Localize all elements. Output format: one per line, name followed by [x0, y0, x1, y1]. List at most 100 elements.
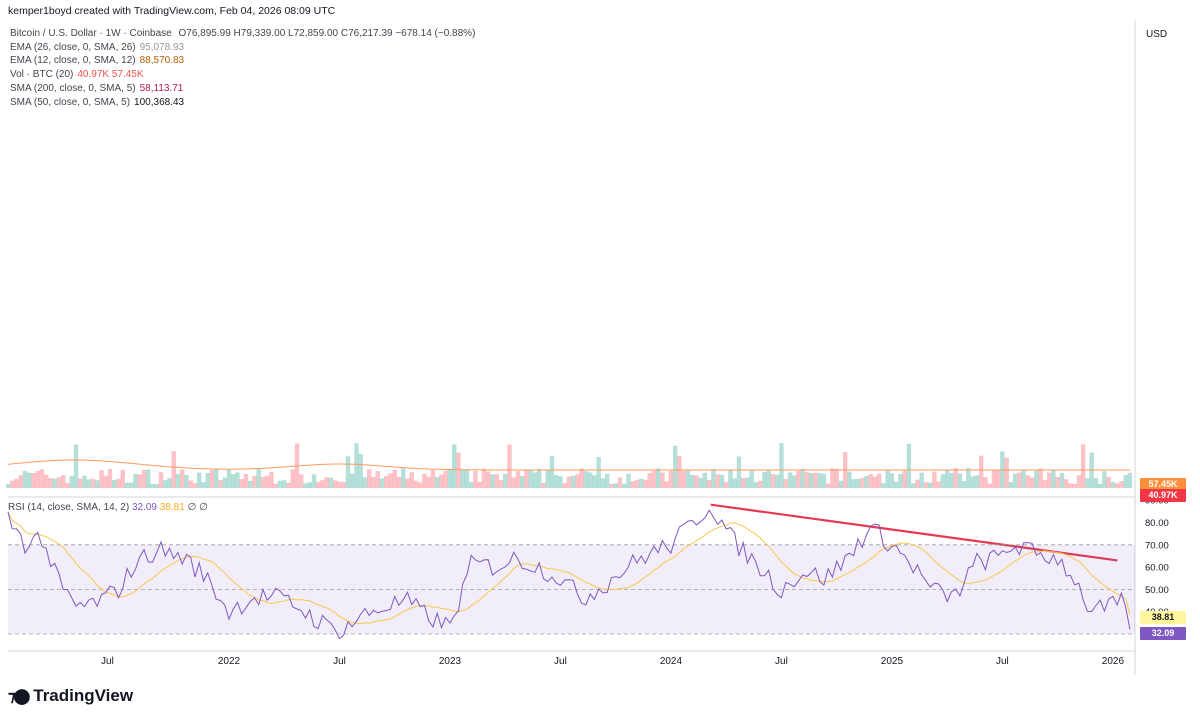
- volume-bar: [435, 477, 440, 488]
- volume-bar: [1034, 470, 1039, 488]
- volume-bar: [384, 476, 389, 488]
- tradingview-logo-text: TradingView: [33, 686, 134, 705]
- volume-bar: [630, 481, 635, 488]
- volume-bar: [864, 475, 869, 488]
- volume-bar: [541, 482, 546, 488]
- volume-bar: [252, 476, 257, 488]
- volume-bar: [307, 482, 312, 488]
- volume-bar: [617, 477, 623, 488]
- volume-bar: [634, 480, 640, 488]
- volume-bar: [116, 478, 121, 488]
- volume-bar: [10, 480, 15, 488]
- volume-bar: [745, 477, 750, 488]
- volume-bar: [69, 475, 74, 488]
- volume-bar: [214, 468, 219, 488]
- volume-bar: [1102, 471, 1107, 488]
- volume-bar: [1029, 477, 1035, 488]
- legend-row[interactable]: SMA (200, close, 0, SMA, 5) 58,113.71: [10, 82, 475, 96]
- volume-bar: [1076, 475, 1082, 488]
- volume-bar: [498, 479, 504, 488]
- price-tag-vol-ma[interactable]: 57.45K: [1140, 478, 1186, 491]
- volume-bar: [154, 483, 159, 488]
- volume-bar: [396, 476, 402, 488]
- volume-bar: [56, 477, 62, 488]
- volume-bar: [940, 474, 946, 488]
- volume-bar: [354, 443, 359, 488]
- volume-bar: [970, 476, 975, 488]
- volume-bar: [171, 451, 176, 488]
- currency-label[interactable]: USD: [1146, 29, 1168, 40]
- volume-bar: [1123, 475, 1128, 488]
- volume-bar: [197, 472, 202, 488]
- legend-row[interactable]: EMA (26, close, 0, SMA, 26) 95,078.93: [10, 41, 475, 55]
- volume-bar: [655, 468, 661, 488]
- volume-bar: [1025, 475, 1031, 488]
- volume-bar: [991, 469, 997, 488]
- price-tag-rsi-sma[interactable]: 38.81: [1140, 611, 1186, 624]
- volume-bar: [817, 473, 822, 488]
- volume-bar: [609, 483, 614, 488]
- volume-bar: [677, 455, 682, 488]
- volume-bar: [672, 445, 678, 488]
- volume-bar: [120, 469, 125, 488]
- volume-bar: [910, 483, 916, 488]
- legend-symbol-row[interactable]: Bitcoin / U.S. Dollar · 1W · Coinbase O7…: [10, 27, 475, 41]
- legend-row[interactable]: Vol · BTC (20) 40.97K 57.45K: [10, 68, 475, 82]
- volume-bar: [218, 480, 223, 488]
- volume-bar: [1119, 481, 1124, 488]
- legend-row[interactable]: EMA (12, close, 0, SMA, 12) 88,570.83: [10, 54, 475, 68]
- volume-bar: [1063, 479, 1069, 488]
- volume-bar: [953, 468, 958, 488]
- volume-bar: [753, 482, 759, 488]
- volume-bar: [1059, 472, 1065, 488]
- volume-bar: [107, 468, 113, 488]
- price-tag-rsi[interactable]: 32.09: [1140, 627, 1186, 640]
- volume-bar: [405, 478, 410, 488]
- volume-bar: [783, 479, 788, 488]
- volume-bar: [660, 472, 665, 488]
- volume-bar: [562, 483, 567, 488]
- volume-bar: [78, 478, 83, 488]
- tradingview-logo[interactable]: ⁊⬤ TradingView: [8, 686, 133, 706]
- volume-bar: [902, 470, 907, 488]
- volume-bar: [273, 483, 278, 488]
- rsi-legend[interactable]: RSI (14, close, SMA, 14, 2) 32.09 38.81 …: [8, 502, 208, 513]
- volume-bar: [936, 481, 941, 488]
- volume-bar: [65, 483, 70, 488]
- volume-bar: [689, 475, 695, 488]
- volume-bar: [723, 482, 729, 488]
- volume-bar: [324, 477, 329, 488]
- volume-bar: [1093, 478, 1099, 488]
- volume-bar: [124, 482, 130, 488]
- volume-bar: [201, 482, 206, 488]
- volume-bar: [345, 456, 351, 488]
- volume-bar: [1038, 468, 1043, 488]
- volume-bar: [209, 469, 215, 488]
- legend-row[interactable]: SMA (50, close, 0, SMA, 5) 100,368.43: [10, 96, 475, 110]
- price-tag-vol[interactable]: 40.97K: [1140, 489, 1186, 502]
- volume-bar: [554, 475, 559, 488]
- volume-bar: [749, 470, 754, 488]
- volume-bar: [226, 469, 232, 488]
- volume-bar: [205, 472, 210, 488]
- volume-ma-line: [7, 459, 1131, 471]
- volume-bar: [906, 443, 912, 488]
- volume-bar: [439, 474, 444, 488]
- volume-bar: [103, 475, 108, 488]
- created-by-header: kemper1boyd created with TradingView.com…: [8, 5, 336, 17]
- volume-bar: [231, 474, 236, 488]
- volume-bar: [647, 473, 652, 488]
- time-axis-label: Jul: [554, 656, 567, 667]
- volume-bar: [112, 479, 117, 488]
- volume-bar: [99, 470, 104, 488]
- volume-bar: [575, 474, 580, 488]
- volume-bar: [881, 483, 886, 488]
- volume-bar: [796, 471, 801, 488]
- volume-bar: [740, 477, 746, 488]
- volume-bar: [915, 479, 920, 488]
- volume-bar: [243, 473, 249, 488]
- volume-bar: [694, 475, 699, 488]
- volume-bar: [919, 472, 924, 488]
- volume-bar: [596, 457, 601, 488]
